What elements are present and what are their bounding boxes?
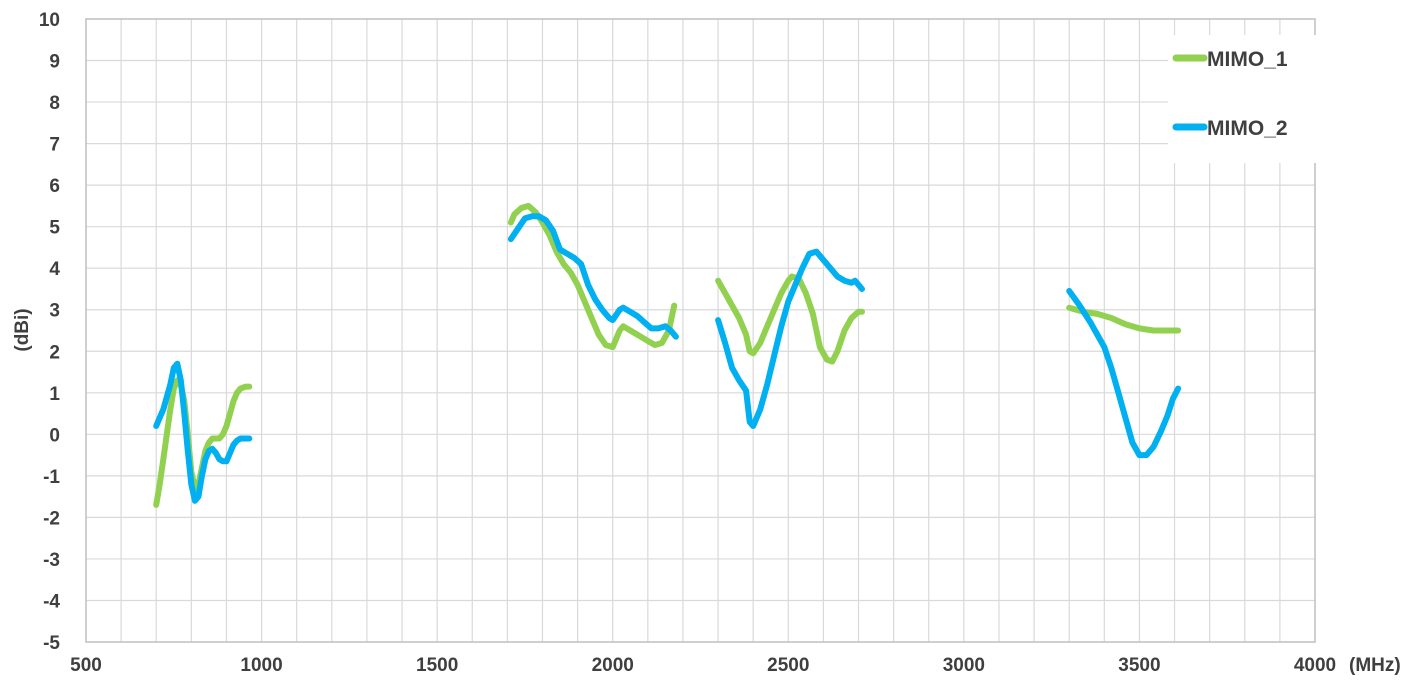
grid-lines: [86, 19, 1315, 642]
y-tick-label: -5: [43, 633, 60, 654]
y-tick-label: -2: [43, 508, 60, 529]
y-tick-label: 7: [49, 135, 60, 156]
legend-label-mimo-1: MIMO_1: [1207, 48, 1288, 71]
y-tick-label: 1: [49, 384, 60, 405]
x-axis-ticks: 500 1000 1500 2000 2500 3000 3500 4000: [70, 655, 1336, 676]
y-tick-label: 6: [49, 176, 60, 197]
legend: MIMO_1 MIMO_2: [1168, 35, 1318, 163]
y-tick-label: -3: [43, 550, 60, 571]
series-line-mimo-1: [507, 202, 678, 351]
y-tick-label: 10: [39, 10, 60, 31]
y-axis-ticks: -5 -4 -3 -2 -1 0 1 2 3 4 5 6 7 8 9 10: [39, 10, 61, 654]
y-axis-title: (dBi): [12, 308, 33, 351]
y-tick-label: 5: [49, 218, 60, 239]
x-tick-label: 2000: [592, 655, 634, 676]
y-tick-label: 0: [49, 425, 60, 446]
y-tick-label: 2: [49, 342, 60, 363]
x-tick-label: 2500: [767, 655, 809, 676]
series-line-mimo-2: [507, 213, 679, 340]
y-tick-label: 3: [49, 301, 60, 322]
y-tick-label: 4: [49, 259, 60, 280]
series-line-mimo-1: [715, 273, 865, 365]
series-line-mimo-1: [1066, 304, 1182, 334]
x-axis-title: (MHz): [1349, 655, 1401, 676]
y-tick-label: -1: [43, 467, 60, 488]
x-tick-label: 500: [70, 655, 102, 676]
y-tick-label: 8: [49, 93, 60, 114]
series-line-mimo-2: [715, 248, 865, 429]
x-tick-label: 3500: [1118, 655, 1160, 676]
y-tick-label: 9: [49, 52, 60, 73]
x-tick-label: 1500: [416, 655, 458, 676]
series-lines: [153, 202, 1182, 508]
x-tick-label: 4000: [1294, 655, 1336, 676]
y-tick-label: -4: [43, 591, 60, 612]
plot-area-border: [85, 18, 1316, 643]
x-tick-label: 3000: [943, 655, 985, 676]
series-line-mimo-2: [1066, 288, 1182, 459]
x-tick-label: 1000: [240, 655, 282, 676]
series-line-mimo-2: [153, 360, 253, 504]
legend-label-mimo-2: MIMO_2: [1207, 117, 1288, 140]
